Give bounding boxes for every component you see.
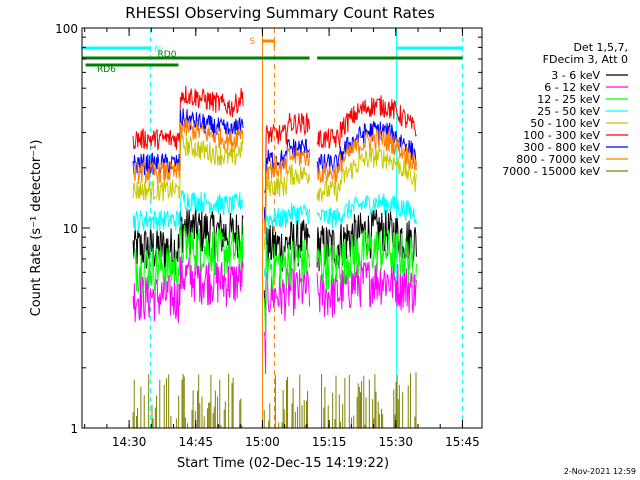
- x-tick-label-4: 15:30: [378, 435, 413, 449]
- legend-header-0: Det 1,5,7,: [573, 41, 628, 54]
- x-tick-label-1: 14:45: [178, 435, 213, 449]
- y-tick-label-1: 10: [63, 222, 78, 236]
- legend-label-6: 300 - 800 keV: [523, 141, 600, 154]
- state-label-rd0: RD0: [158, 50, 177, 60]
- series-7000-15000-kev: [132, 372, 417, 428]
- series-100-300-kev: [132, 85, 417, 194]
- axes: 14:30 14:45 15:00 15:15 15:30 15:45 1 10 100: [55, 22, 482, 449]
- plot-frame: [81, 27, 483, 429]
- state-label-s: S: [249, 37, 255, 47]
- series-25-50-kev: [132, 189, 417, 281]
- x-tick-label-3: 15:15: [312, 435, 347, 449]
- x-tick-label-0: 14:30: [112, 435, 147, 449]
- legend-label-2: 12 - 25 keV: [537, 93, 600, 106]
- legend-label-1: 6 - 12 keV: [544, 81, 600, 94]
- x-tick-label-5: 15:45: [445, 435, 480, 449]
- legend-label-5: 100 - 300 keV: [523, 129, 600, 142]
- state-label-rd6: RD6: [97, 65, 116, 75]
- series-800-7000-kev: [132, 117, 417, 235]
- y-tick-label-0: 1: [70, 422, 78, 436]
- series-12-25-kev: [132, 225, 417, 341]
- y-tick-label-2: 100: [55, 22, 78, 36]
- footer-date: 2-Nov-2021 12:59: [564, 467, 636, 476]
- state-label-n: N: [154, 45, 161, 55]
- x-axis-label: Start Time (02-Dec-15 14:19:22): [177, 456, 389, 471]
- legend-label-0: 3 - 6 keV: [551, 69, 600, 82]
- y-axis-label: Count Rate (s⁻¹ detector⁻¹): [29, 140, 44, 317]
- series-50-100-kev: [132, 134, 417, 250]
- chart-title: RHESSI Observing Summary Count Rates: [125, 4, 435, 22]
- legend-label-4: 50 - 100 keV: [530, 117, 600, 130]
- legend-label-7: 800 - 7000 keV: [516, 153, 600, 166]
- legend-label-8: 7000 - 15000 keV: [502, 165, 600, 178]
- x-tick-label-2: 15:00: [245, 435, 280, 449]
- legend-label-3: 25 - 50 keV: [537, 105, 600, 118]
- legend-header-1: FDecim 3, Att 0: [543, 53, 628, 66]
